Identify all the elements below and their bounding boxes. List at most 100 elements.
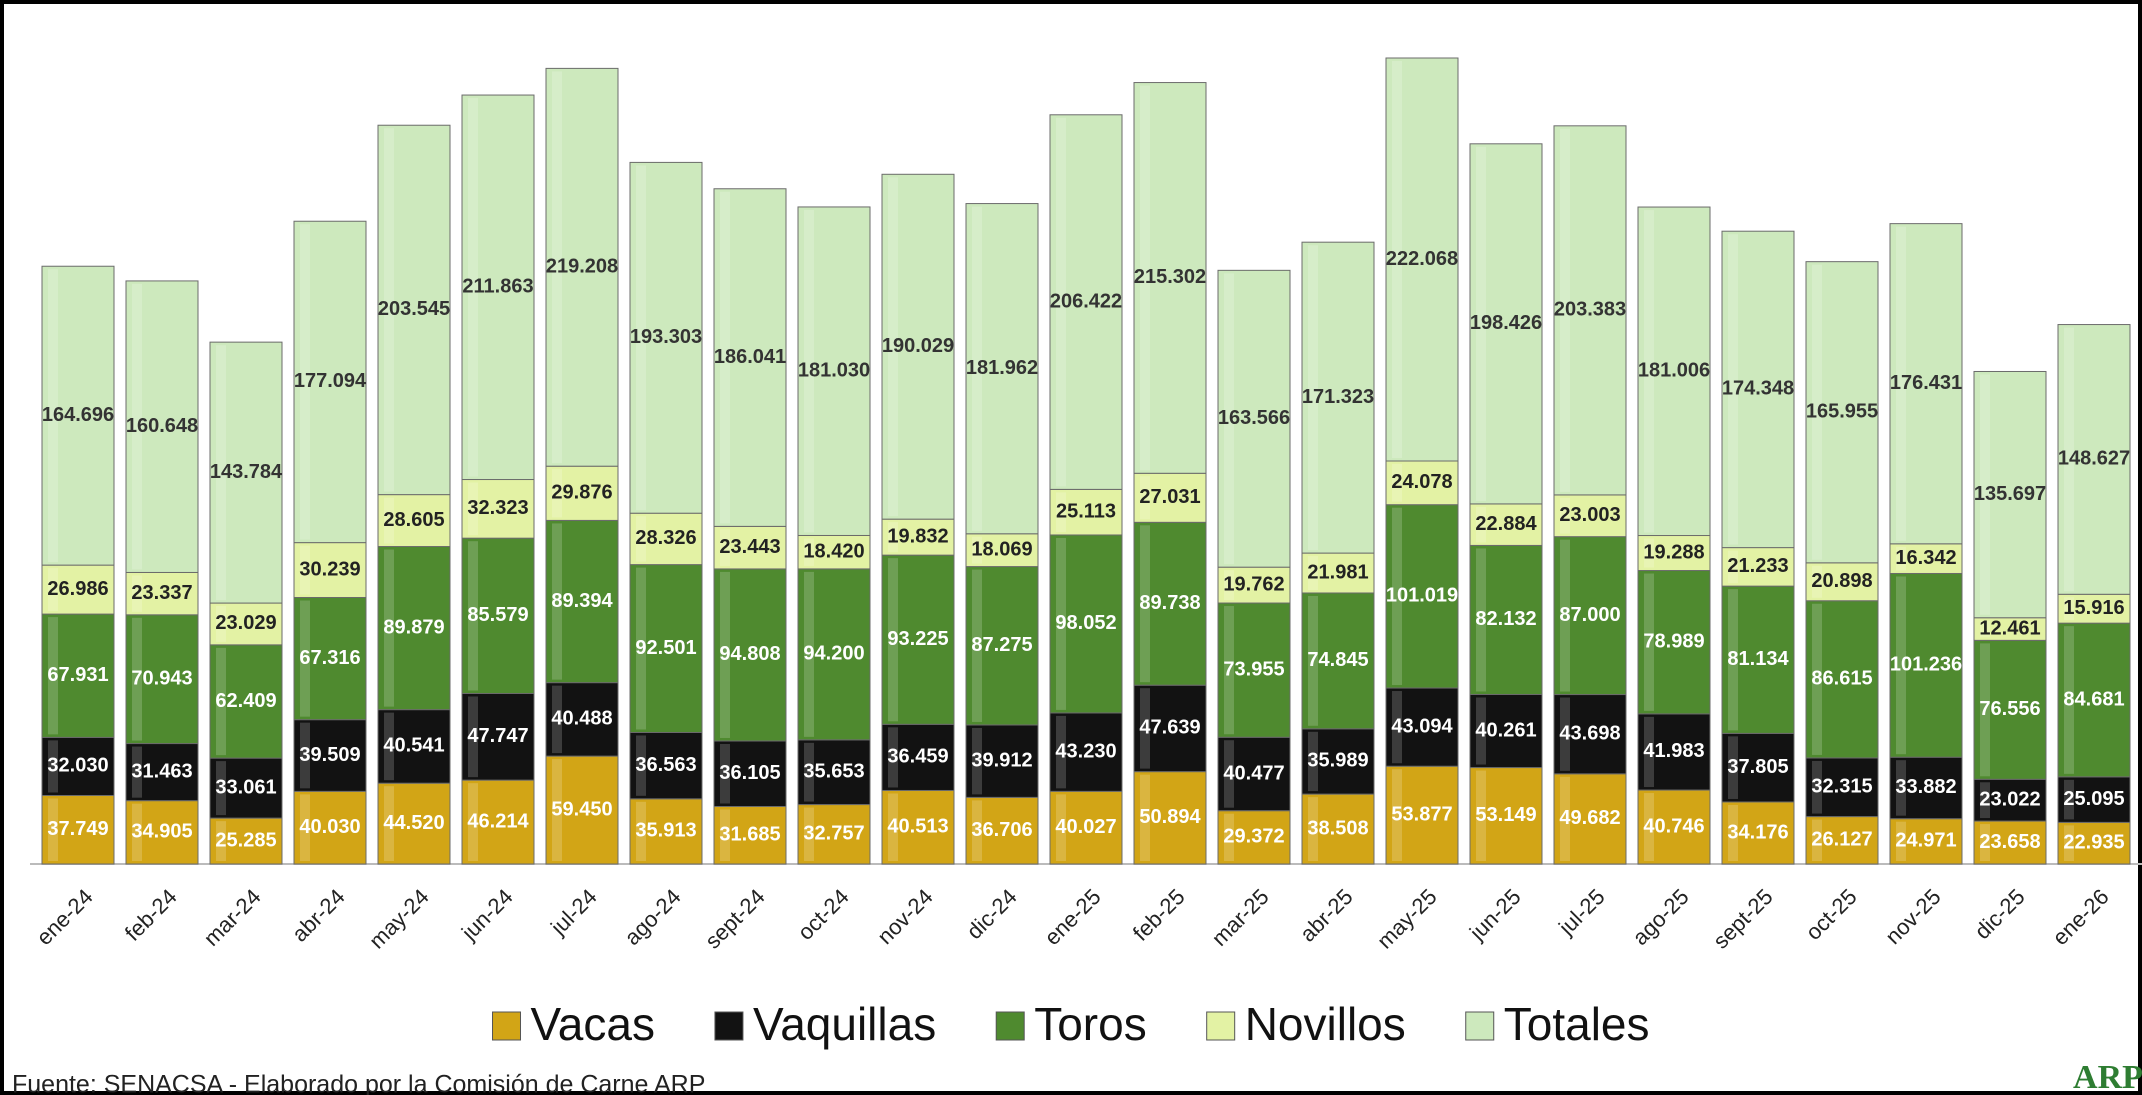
bar-segment — [1637, 713, 1711, 791]
bar-shine — [300, 722, 310, 789]
bar-shine — [636, 735, 646, 796]
bar-segment — [629, 161, 703, 514]
bar-shine — [1560, 539, 1570, 692]
data-label: 143.784 — [210, 461, 283, 483]
data-label: 27.031 — [1139, 486, 1200, 508]
data-label: 26.986 — [47, 578, 108, 600]
data-label: 70.943 — [131, 667, 192, 689]
bar-segment — [1133, 472, 1207, 523]
bar-segment — [1973, 820, 2047, 865]
bar-shine — [972, 536, 982, 564]
bar-segment — [1301, 241, 1375, 554]
bar-shine — [48, 568, 58, 612]
bar-segment — [1973, 778, 2047, 822]
data-label: 32.030 — [47, 755, 108, 777]
data-label: 39.509 — [299, 744, 360, 766]
data-label: 40.541 — [383, 735, 444, 757]
data-label: 21.233 — [1727, 555, 1788, 577]
bar-segment — [377, 124, 451, 496]
data-label: 163.566 — [1218, 407, 1290, 429]
bar-shine — [1056, 117, 1066, 487]
data-label: 40.746 — [1643, 815, 1704, 837]
bar-shine — [468, 98, 478, 477]
bar-shine — [1056, 715, 1066, 789]
bar-segment — [1637, 206, 1711, 537]
data-label: 94.200 — [803, 643, 864, 665]
bar-segment — [1133, 521, 1207, 686]
bar-shine — [1644, 793, 1654, 861]
bar-segment — [1721, 585, 1795, 734]
bar-shine — [1476, 770, 1486, 861]
bar-shine — [1392, 691, 1402, 764]
data-label: 92.501 — [635, 637, 696, 659]
data-label: 193.303 — [630, 326, 702, 348]
data-label: 36.459 — [887, 746, 948, 768]
bar-shine — [216, 761, 226, 816]
bar-segment — [461, 94, 535, 481]
data-label: 32.323 — [467, 497, 528, 519]
bar-segment — [881, 518, 955, 556]
data-label: 85.579 — [467, 604, 528, 626]
bar-segment — [1889, 818, 1963, 865]
bar-segment — [545, 465, 619, 521]
bar-shine — [48, 617, 58, 735]
bar-segment — [797, 534, 871, 570]
bar-segment — [41, 564, 115, 615]
bar-segment — [209, 341, 283, 604]
bar-segment — [1721, 732, 1795, 803]
data-label: 89.738 — [1139, 592, 1200, 614]
data-label: 177.094 — [294, 370, 367, 392]
bar-shine — [720, 529, 730, 566]
data-label: 81.134 — [1727, 648, 1789, 670]
data-label: 37.749 — [47, 818, 108, 840]
data-label: 186.041 — [714, 346, 786, 368]
legend-swatch — [714, 1011, 744, 1041]
bar-shine — [1308, 595, 1318, 726]
data-label: 148.627 — [2058, 448, 2130, 470]
bar-segment — [1133, 771, 1207, 865]
data-label: 174.348 — [1722, 378, 1794, 400]
data-label: 12.461 — [1979, 617, 2040, 639]
bar-segment — [965, 203, 1039, 535]
bar-segment — [209, 644, 283, 759]
bar-shine — [2064, 626, 2074, 774]
bar-segment — [1469, 143, 1543, 505]
bar-segment — [1553, 536, 1627, 696]
bar-shine — [1812, 603, 1822, 755]
data-label: 47.639 — [1139, 717, 1200, 739]
bar-segment — [377, 782, 451, 865]
bar-shine — [2064, 825, 2074, 861]
bar-segment — [1385, 57, 1459, 462]
bar-shine — [636, 801, 646, 861]
data-label: 44.520 — [383, 812, 444, 834]
bar-segment — [629, 731, 703, 800]
data-label: 67.316 — [299, 647, 360, 669]
data-label: 67.931 — [47, 664, 108, 686]
data-label: 76.556 — [1979, 698, 2040, 720]
data-label: 34.905 — [131, 821, 192, 843]
data-label: 15.916 — [2063, 597, 2124, 619]
bar-shine — [1980, 782, 1990, 819]
bar-shine — [804, 571, 814, 737]
legend-swatch — [1465, 1011, 1495, 1041]
data-label: 25.285 — [215, 829, 276, 851]
data-label: 19.288 — [1643, 541, 1704, 563]
data-label: 47.747 — [467, 725, 528, 747]
data-label: 101.236 — [1890, 654, 1962, 676]
bar-shine — [48, 740, 58, 793]
data-label: 101.019 — [1386, 585, 1458, 607]
data-label: 171.323 — [1302, 386, 1374, 408]
bar-segment — [125, 280, 199, 573]
bar-segment — [1973, 639, 2047, 780]
bar-shine — [1896, 226, 1906, 541]
data-label: 16.342 — [1895, 547, 1956, 569]
bar-shine — [1056, 537, 1066, 710]
data-label: 53.877 — [1391, 803, 1452, 825]
bar-shine — [132, 617, 142, 741]
bar-segment — [629, 798, 703, 865]
data-label: 203.545 — [378, 298, 450, 320]
bar-segment — [1133, 82, 1207, 474]
bar-shine — [720, 743, 730, 804]
bar-segment — [1049, 790, 1123, 865]
data-label: 206.422 — [1050, 290, 1122, 312]
